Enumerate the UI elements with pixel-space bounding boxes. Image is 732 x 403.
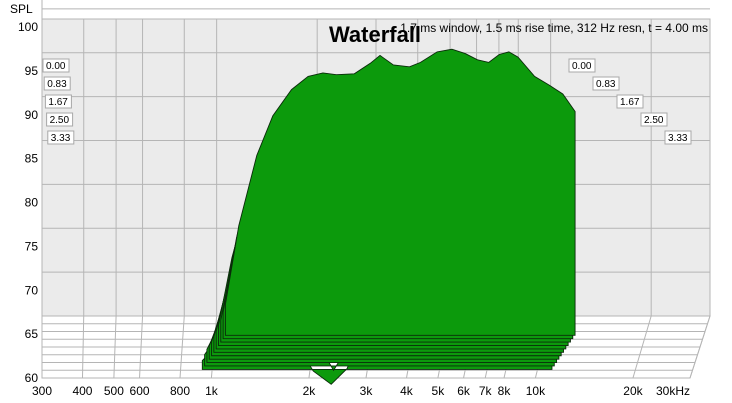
time-label-left: 0.83 xyxy=(47,79,67,90)
x-tick-label: 10k xyxy=(526,384,546,398)
y-tick-label: 65 xyxy=(25,327,39,341)
waterfall-slices xyxy=(201,48,576,385)
time-label-right: 3.33 xyxy=(668,133,688,144)
y-tick-label: 60 xyxy=(25,371,39,385)
y-tick-label: 95 xyxy=(25,64,39,78)
time-label-right: 2.50 xyxy=(644,115,664,126)
time-label-box xyxy=(640,112,668,127)
time-label-left: 2.50 xyxy=(50,115,70,126)
y-tick-label: 75 xyxy=(25,239,39,253)
x-tick-label: 600 xyxy=(130,384,150,398)
x-tick-label: 4k xyxy=(400,384,414,398)
x-tick-label: 20k xyxy=(623,384,643,398)
time-label-box xyxy=(616,94,644,109)
y-tick-label: 100 xyxy=(18,20,38,34)
y-tick-label: 70 xyxy=(25,283,39,297)
y-axis-ticks: 60 65 70 75 80 85 90 95 100 xyxy=(18,20,38,385)
time-label-right: 0.83 xyxy=(596,79,616,90)
x-tick-label: 300 xyxy=(32,384,52,398)
y-tick-label: 80 xyxy=(25,196,39,210)
time-label-left: 0.00 xyxy=(46,61,66,72)
x-tick-label: 500 xyxy=(104,384,124,398)
time-label-box xyxy=(664,130,692,145)
x-tick-label: 30kHz xyxy=(656,384,690,398)
time-label-box xyxy=(592,76,620,91)
time-label-box xyxy=(568,58,596,73)
time-label-box xyxy=(46,112,74,127)
time-label-right: 1.67 xyxy=(620,97,640,108)
time-label-right: 0.00 xyxy=(572,61,592,72)
time-label-box xyxy=(42,58,70,73)
time-label-box xyxy=(43,76,71,91)
x-tick-label: 400 xyxy=(72,384,92,398)
x-tick-label: 800 xyxy=(170,384,190,398)
chart-title: Waterfall xyxy=(329,22,421,47)
x-tick-label: 2k xyxy=(303,384,317,398)
time-label-box xyxy=(44,94,72,109)
x-tick-label: 1k xyxy=(205,384,219,398)
y-tick-label: 90 xyxy=(25,108,39,122)
time-label-left: 3.33 xyxy=(51,133,71,144)
x-tick-label: 5k xyxy=(432,384,446,398)
x-axis-ticks: 300 400 500 600 800 1k 2k 3k 4k 5k 6k 7k 8k 10k 20k 30k… xyxy=(32,384,690,398)
waterfall-slice xyxy=(224,48,576,336)
chart-subtitle: 1.7 ms window, 1.5 ms rise time, 312 Hz … xyxy=(400,21,708,35)
x-tick-label: 8k xyxy=(498,384,512,398)
x-tick-label: 6k xyxy=(457,384,471,398)
time-label-left: 1.67 xyxy=(48,97,68,108)
x-tick-label: 3k xyxy=(360,384,374,398)
time-labels: 0.00 0.00 0.83 0.83 1.67 1.67 2.50 2.50 3.33 3.33 xyxy=(42,58,692,145)
y-tick-label: 85 xyxy=(25,152,39,166)
x-tick-label: 7k xyxy=(479,384,493,398)
y-axis-label: SPL xyxy=(10,2,33,16)
time-label-box xyxy=(47,130,75,145)
